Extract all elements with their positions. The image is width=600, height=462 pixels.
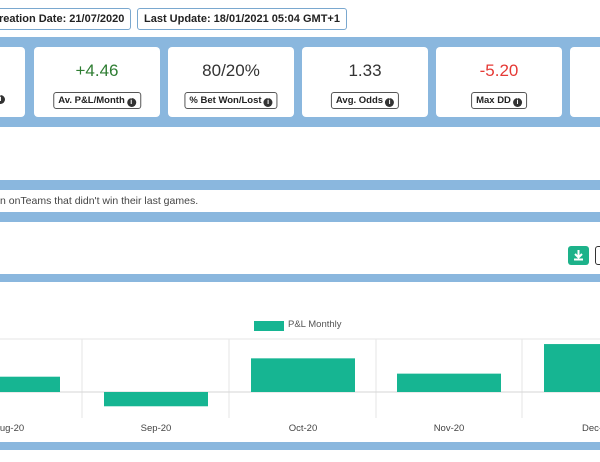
stat-label-avg-odds[interactable]: Avg. Odds i (330, 92, 400, 109)
chart-band-bottom (0, 442, 600, 450)
creation-date-badge: reation Date: 21/07/2020 (0, 8, 132, 30)
x-tick-label: ug-20 (0, 423, 25, 434)
bar-oct-20[interactable] (251, 358, 355, 392)
download-icon (574, 250, 583, 261)
bar-nov-20[interactable] (397, 373, 501, 392)
x-tick-label: Dec- (581, 423, 600, 434)
stat-card-max-dd: -5.20 Max DD i (436, 47, 562, 117)
stat-label-max-dd[interactable]: Max DD i (471, 92, 527, 109)
stat-card-av-pl-month: +4.46 Av. P&L/Month i (34, 47, 160, 117)
stat-label-bet-won-lost[interactable]: % Bet Won/Lost i (184, 92, 278, 109)
stat-value-max-dd: -5.20 (479, 61, 519, 80)
chart-band-top (0, 274, 600, 282)
info-icon: i (512, 98, 522, 107)
x-tick-label: Sep-20 (140, 423, 172, 434)
strategy-description: n onTeams that didn't win their last gam… (0, 190, 600, 212)
info-icon[interactable]: i (0, 95, 5, 104)
stat-value-av-pl-month: +4.46 (75, 61, 119, 80)
last-update-badge: Last Update: 18/01/2021 05:04 GMT+1 (137, 8, 347, 30)
bar-aug-20[interactable] (0, 376, 60, 392)
x-tick-label: Oct-20 (288, 423, 318, 434)
bar-sep-20[interactable] (104, 392, 208, 407)
stat-value-avg-odds: 1.33 (348, 61, 382, 80)
x-tick-label: Nov-20 (433, 423, 465, 434)
stat-card-avg-odds: 1.33 Avg. Odds i (302, 47, 428, 117)
bar-dec-20[interactable] (544, 344, 600, 392)
stat-card-bet-won-lost: 80/20% % Bet Won/Lost i (168, 47, 294, 117)
legend-swatch (254, 321, 284, 331)
stat-card-partial-right (570, 47, 600, 117)
info-icon: i (263, 98, 273, 107)
legend-label: P&L Monthly (288, 319, 342, 330)
stat-card-partial: i (0, 47, 25, 117)
secondary-toolbar-button[interactable] (595, 246, 600, 265)
info-icon: i (126, 98, 136, 107)
stat-value-bet-won-lost: 80/20% (202, 61, 260, 80)
stat-label-av-pl-month[interactable]: Av. P&L/Month i (53, 92, 141, 109)
info-icon: i (385, 98, 395, 107)
download-button[interactable] (568, 246, 589, 265)
